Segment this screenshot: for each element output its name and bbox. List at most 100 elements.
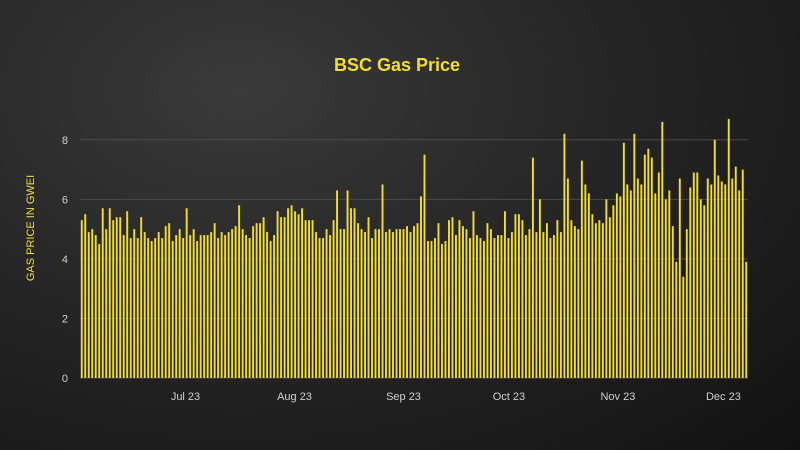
bar bbox=[717, 175, 720, 378]
bar bbox=[657, 172, 660, 378]
bar bbox=[322, 238, 325, 378]
bar bbox=[143, 232, 146, 378]
bar bbox=[552, 235, 555, 378]
bar bbox=[510, 232, 513, 378]
bar bbox=[441, 244, 443, 378]
bar bbox=[238, 205, 241, 378]
bar bbox=[636, 178, 639, 378]
bar bbox=[259, 223, 262, 378]
bar bbox=[612, 205, 615, 378]
bar bbox=[556, 220, 559, 378]
bar bbox=[91, 229, 94, 378]
bar bbox=[538, 199, 541, 378]
bar bbox=[696, 172, 699, 378]
bar bbox=[434, 238, 436, 378]
bar bbox=[350, 208, 353, 378]
bar bbox=[563, 133, 566, 378]
bar bbox=[364, 232, 366, 378]
bar bbox=[724, 184, 727, 378]
bar bbox=[252, 226, 255, 378]
bar bbox=[531, 157, 534, 378]
bar bbox=[175, 235, 178, 378]
bar bbox=[311, 220, 314, 378]
bar bbox=[231, 229, 234, 378]
bar bbox=[482, 241, 485, 378]
bar bbox=[654, 193, 657, 378]
chart-title: BSC Gas Price bbox=[334, 55, 460, 75]
bar bbox=[668, 190, 671, 378]
x-tick-label: Oct 23 bbox=[493, 391, 525, 403]
bar bbox=[220, 232, 223, 378]
bar bbox=[416, 223, 419, 378]
bar bbox=[465, 229, 468, 378]
bar bbox=[402, 229, 405, 378]
bar bbox=[360, 229, 363, 378]
bar bbox=[147, 238, 150, 378]
y-tick-labels: 0 2 4 6 8 bbox=[62, 135, 68, 385]
bar bbox=[678, 178, 681, 378]
bar bbox=[171, 241, 174, 378]
bar bbox=[573, 226, 576, 378]
bar bbox=[605, 199, 608, 378]
bar bbox=[524, 235, 527, 378]
bar bbox=[371, 238, 373, 378]
bar bbox=[703, 205, 706, 378]
bar bbox=[587, 193, 590, 378]
bar bbox=[374, 229, 377, 378]
bar bbox=[276, 211, 279, 378]
bar bbox=[671, 226, 674, 378]
bar bbox=[178, 229, 181, 378]
bar bbox=[108, 208, 111, 378]
bar bbox=[189, 235, 192, 378]
bar bbox=[206, 235, 209, 378]
bar bbox=[262, 217, 265, 378]
bar bbox=[455, 235, 457, 378]
bar bbox=[745, 261, 748, 378]
bar bbox=[731, 178, 734, 378]
bar bbox=[640, 184, 643, 378]
y-tick-label: 8 bbox=[62, 135, 68, 147]
bar bbox=[622, 142, 625, 378]
bar bbox=[479, 238, 482, 378]
bar bbox=[248, 238, 251, 378]
bars-layer bbox=[80, 118, 748, 379]
bar bbox=[301, 208, 304, 378]
bar bbox=[294, 211, 297, 378]
bar bbox=[210, 232, 213, 378]
bar bbox=[472, 211, 475, 378]
x-tick-label: Nov 23 bbox=[600, 391, 635, 403]
bar bbox=[706, 178, 709, 378]
bar bbox=[192, 229, 195, 378]
bar bbox=[185, 208, 188, 378]
bar bbox=[699, 199, 702, 378]
bar bbox=[280, 217, 283, 378]
bar bbox=[283, 217, 286, 378]
bar bbox=[514, 214, 517, 378]
bar bbox=[626, 184, 629, 378]
bar bbox=[105, 229, 108, 378]
bar bbox=[395, 229, 398, 378]
bar bbox=[196, 241, 199, 378]
bar bbox=[164, 226, 167, 378]
bar bbox=[385, 232, 387, 378]
bar bbox=[643, 154, 646, 378]
bar bbox=[199, 235, 202, 378]
bar bbox=[332, 220, 335, 378]
bar bbox=[577, 229, 580, 378]
bar bbox=[136, 238, 139, 378]
bar bbox=[161, 238, 164, 378]
bar bbox=[675, 261, 678, 378]
bar bbox=[406, 226, 408, 378]
x-tick-labels: Jul 23 Aug 23 Sep 23 Oct 23 Nov 23 Dec 23 bbox=[171, 391, 741, 403]
bar bbox=[339, 229, 342, 378]
bar bbox=[420, 196, 422, 378]
bar bbox=[738, 190, 741, 378]
bar bbox=[727, 118, 730, 379]
bar bbox=[489, 229, 492, 378]
x-tick-label: Sep 23 bbox=[386, 391, 421, 403]
bar bbox=[255, 223, 258, 378]
bar bbox=[154, 238, 157, 378]
bar bbox=[507, 238, 510, 378]
bar bbox=[224, 235, 227, 378]
